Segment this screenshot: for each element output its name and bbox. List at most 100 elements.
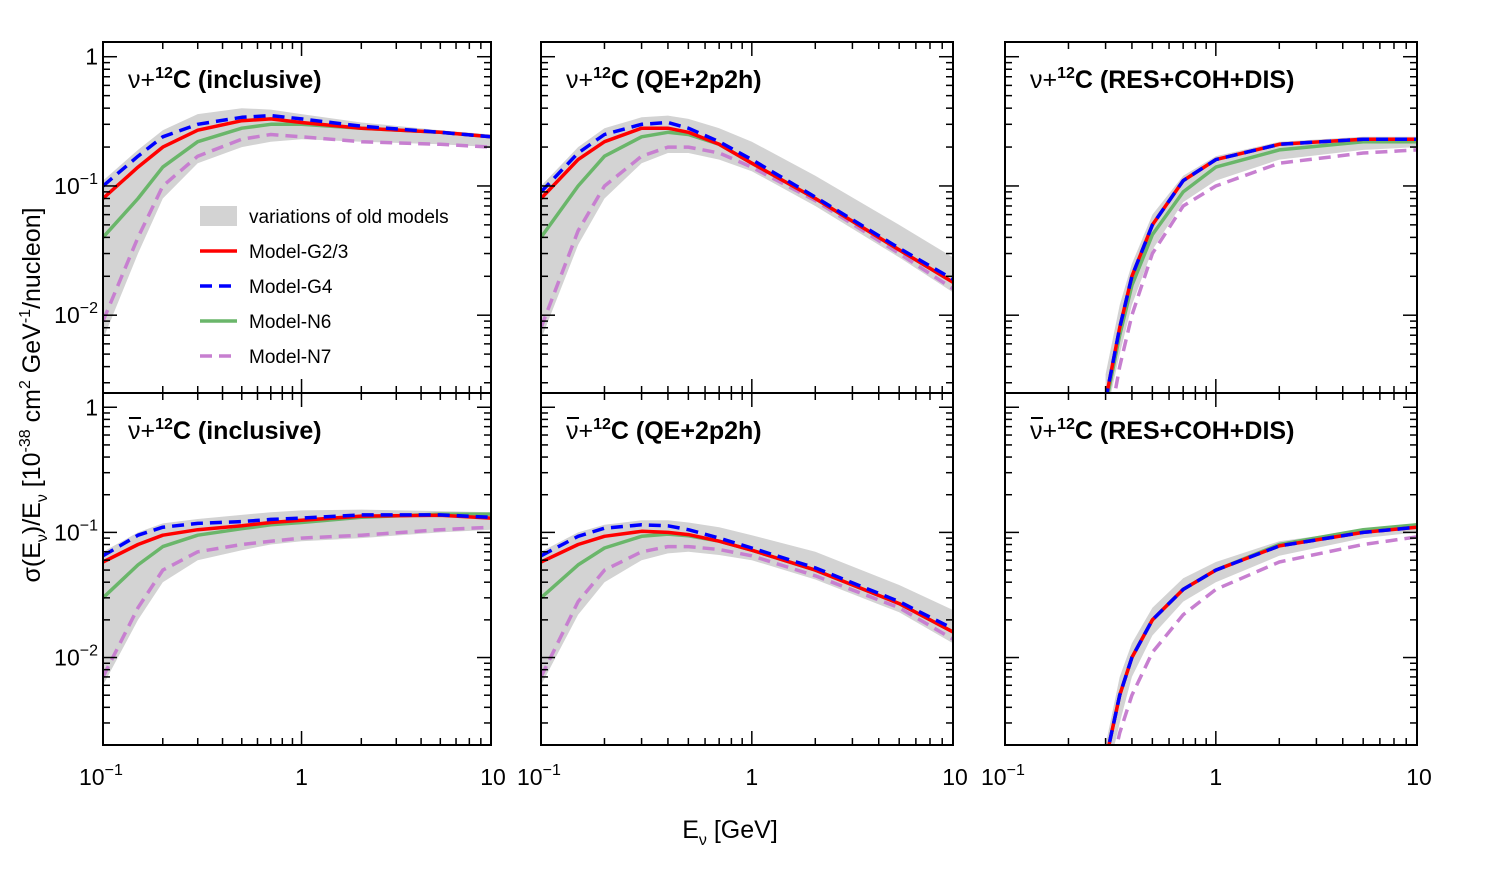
- panel-title: ν+12C (RES+COH+DIS): [1030, 65, 1294, 94]
- plot-area: [1105, 523, 1417, 745]
- series-line-g23: [1105, 137, 1417, 393]
- band-variations-old-models: [103, 108, 491, 340]
- panel-title: ν+12C (RES+COH+DIS): [1030, 416, 1294, 445]
- series-line-g4: [541, 523, 953, 631]
- x-tick-label: 1: [1209, 764, 1222, 790]
- legend-swatch-band: [200, 206, 237, 226]
- legend-label: Model-G4: [249, 277, 333, 298]
- legend-item-g4: Model-G4: [200, 277, 333, 298]
- x-tick-exponent: −1: [105, 762, 123, 779]
- panel-frame: [102, 392, 492, 746]
- title-text: C (inclusive): [173, 66, 322, 94]
- legend-label: Model-N7: [249, 347, 331, 368]
- y-axis-title-group: σ(Eν)/Eν [10-38 cm2 GeV-1/nucleon]: [17, 207, 51, 582]
- title-superscript: 12: [1057, 416, 1075, 433]
- y-tick-label: 1: [85, 394, 98, 420]
- plot-area: [1105, 136, 1417, 393]
- panel-title: ν+12C (QE+2p2h): [566, 65, 762, 94]
- x-axis-title-sub: ν: [699, 832, 707, 849]
- panel-title: ν+12C (inclusive): [128, 65, 322, 94]
- panel-nu-qe: ν+12C (QE+2p2h): [540, 41, 954, 394]
- y-tick-exponent: −1: [80, 171, 98, 188]
- y-axis-title-part: GeV: [18, 323, 46, 380]
- series-line-n7: [103, 132, 491, 322]
- series-line-n7: [541, 544, 953, 678]
- panel-title: ν+12C (inclusive): [128, 416, 322, 445]
- title-particle: ν+: [1030, 66, 1057, 94]
- x-tick-label: 10−1: [981, 762, 1025, 790]
- y-axis-title-part: [10: [18, 452, 46, 494]
- x-tick-label: 1: [745, 764, 758, 790]
- y-axis-title-part: )/E: [18, 502, 46, 534]
- legend: variations of old models Model-G2/3 Model-…: [200, 206, 449, 368]
- y-axis-title-part: -1: [17, 309, 34, 323]
- x-axis-title-main: E: [682, 816, 699, 844]
- title-particle: ν+: [128, 417, 155, 445]
- panel-nubar-res: 10−1 1 10 ν+12C (RES+COH+DIS): [981, 392, 1432, 790]
- title-text: C (RES+COH+DIS): [1075, 417, 1294, 445]
- y-tick-exponent: −1: [80, 517, 98, 534]
- panel-frame: [540, 41, 954, 394]
- panel-frame: [1004, 41, 1418, 394]
- x-axis-title-unit: [GeV]: [707, 816, 778, 844]
- title-particle: ν+: [128, 66, 155, 94]
- legend-item-g23: Model-G2/3: [200, 242, 348, 263]
- y-tick-exponent: −2: [80, 300, 98, 317]
- x-tick-label: 10−1: [517, 762, 561, 790]
- title-superscript: 12: [593, 416, 611, 433]
- x-tick-label: 10−1: [79, 762, 123, 790]
- y-tick-label: 10−1: [54, 517, 98, 545]
- title-superscript: 12: [1057, 65, 1075, 82]
- plot-area: [541, 520, 953, 686]
- panel-frame: [540, 392, 954, 746]
- title-particle: ν+: [566, 66, 593, 94]
- series-line-g4: [1105, 137, 1417, 393]
- title-text: C (RES+COH+DIS): [1075, 66, 1294, 94]
- y-axis-title-part: cm: [18, 389, 46, 429]
- panel-frame: [1004, 392, 1418, 746]
- legend-label: Model-G2/3: [249, 242, 348, 263]
- legend-label: variations of old models: [249, 207, 449, 228]
- title-superscript: 12: [155, 65, 173, 82]
- legend-item-band: variations of old models: [200, 206, 449, 228]
- legend-label: Model-N6: [249, 312, 331, 333]
- x-axis-title: Eν [GeV]: [682, 816, 778, 849]
- series-line-n6: [1106, 139, 1417, 393]
- title-particle: ν+: [1030, 417, 1057, 445]
- y-tick-label: 1: [85, 44, 98, 70]
- panel-nubar-qe: 10−1 1 10 ν+12C (QE+2p2h): [517, 392, 968, 790]
- plot-area: [103, 108, 491, 340]
- series-line-g23: [541, 529, 953, 634]
- y-axis-title-part: ν: [34, 534, 51, 542]
- series-line-g23: [103, 117, 491, 200]
- title-text: C (QE+2p2h): [611, 66, 762, 94]
- y-tick-label: 10−1: [54, 171, 98, 199]
- panel-nu-res: ν+12C (RES+COH+DIS): [1004, 41, 1418, 394]
- band-variations-old-models: [1105, 136, 1417, 393]
- x-tick-label: 10: [480, 764, 506, 790]
- y-axis-title-part: -38: [17, 429, 34, 452]
- band-variations-old-models: [541, 115, 953, 340]
- title-superscript: 12: [593, 65, 611, 82]
- x-tick-label: 10: [1406, 764, 1432, 790]
- band-variations-old-models: [1105, 524, 1417, 745]
- y-axis-title-part: /nucleon]: [18, 207, 46, 308]
- x-tick-exponent: −1: [543, 762, 561, 779]
- title-text: C (inclusive): [173, 417, 322, 445]
- title-particle: ν+: [566, 417, 593, 445]
- legend-item-n7: Model-N7: [200, 347, 331, 368]
- x-tick-label: 1: [295, 764, 308, 790]
- series-line-g4: [103, 113, 491, 188]
- series-line-n7: [541, 145, 953, 329]
- title-superscript: 12: [155, 416, 173, 433]
- x-tick-exponent: −1: [1007, 762, 1025, 779]
- panel-title: ν+12C (QE+2p2h): [566, 416, 762, 445]
- plot-area: [103, 509, 491, 686]
- y-axis-title-part: 2: [17, 380, 34, 389]
- band-variations-old-models: [103, 509, 491, 686]
- y-tick-label: 10−2: [54, 300, 98, 328]
- series-line-g4: [541, 120, 953, 281]
- series-line-n7: [1113, 148, 1417, 393]
- title-text: C (QE+2p2h): [611, 417, 762, 445]
